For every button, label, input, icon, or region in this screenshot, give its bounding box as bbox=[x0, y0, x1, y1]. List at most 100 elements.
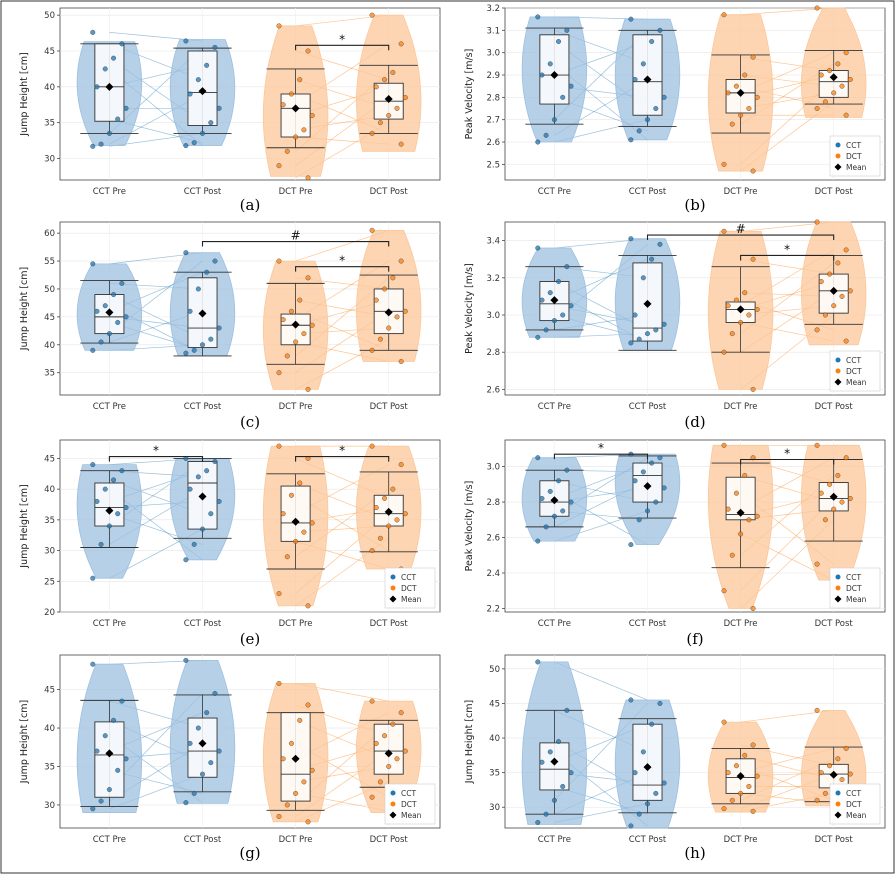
data-point bbox=[632, 770, 638, 776]
data-point bbox=[276, 591, 282, 597]
data-point bbox=[822, 517, 828, 523]
data-point bbox=[814, 442, 820, 448]
data-point bbox=[297, 297, 303, 303]
data-point bbox=[115, 511, 121, 517]
legend-label: CCT bbox=[846, 141, 861, 150]
legend-label: DCT bbox=[846, 800, 862, 809]
data-point bbox=[551, 513, 557, 519]
data-point bbox=[297, 480, 303, 486]
legend-marker bbox=[390, 801, 396, 807]
data-point bbox=[628, 697, 634, 703]
data-point bbox=[373, 297, 379, 303]
x-tick-label: CCT Pre bbox=[93, 402, 126, 412]
data-point bbox=[814, 707, 820, 713]
data-point bbox=[301, 779, 307, 785]
data-point bbox=[754, 513, 760, 519]
data-point bbox=[632, 312, 638, 318]
x-tick-label: CCT Post bbox=[184, 835, 222, 845]
data-point bbox=[119, 280, 125, 286]
y-axis-label: Peak Velocity [m/s] bbox=[464, 481, 475, 572]
data-point bbox=[284, 554, 290, 560]
data-point bbox=[831, 303, 837, 309]
y-tick-label: 3.0 bbox=[486, 311, 500, 321]
data-point bbox=[123, 756, 129, 762]
significance-label: * bbox=[153, 444, 159, 458]
legend-marker bbox=[390, 790, 396, 796]
data-point bbox=[661, 485, 667, 491]
mean-marker bbox=[736, 508, 745, 517]
data-point bbox=[90, 29, 96, 35]
data-point bbox=[839, 777, 845, 783]
data-point bbox=[818, 770, 824, 776]
data-point bbox=[123, 105, 129, 111]
data-point bbox=[645, 508, 651, 514]
legend-label: DCT bbox=[401, 800, 417, 809]
x-tick-label: DCT Pre bbox=[724, 619, 758, 629]
data-point bbox=[94, 84, 100, 90]
legend-label: Mean bbox=[401, 811, 422, 820]
data-point bbox=[377, 336, 383, 342]
data-point bbox=[382, 733, 388, 739]
data-point bbox=[288, 308, 294, 314]
data-point bbox=[814, 219, 820, 225]
data-point bbox=[738, 531, 744, 537]
data-point bbox=[377, 779, 383, 785]
data-point bbox=[568, 83, 574, 89]
data-point bbox=[657, 241, 663, 247]
data-point bbox=[640, 61, 646, 67]
data-point bbox=[535, 538, 541, 544]
legend-marker bbox=[389, 595, 397, 603]
data-point bbox=[90, 462, 96, 468]
panel-caption: (c) bbox=[240, 413, 260, 431]
data-point bbox=[208, 120, 214, 126]
data-point bbox=[187, 91, 193, 97]
y-tick-label: 55 bbox=[44, 257, 55, 267]
legend-label: DCT bbox=[401, 584, 417, 593]
data-point bbox=[729, 121, 735, 127]
x-tick-label: CCT Pre bbox=[538, 402, 571, 412]
data-point bbox=[560, 312, 566, 318]
legend-label: Mean bbox=[401, 595, 422, 604]
x-tick-label: CCT Pre bbox=[538, 187, 571, 197]
data-point bbox=[119, 468, 125, 474]
data-point bbox=[398, 462, 404, 468]
data-point bbox=[191, 790, 197, 796]
data-point bbox=[814, 561, 820, 567]
data-point bbox=[754, 773, 760, 779]
data-point bbox=[212, 258, 218, 264]
significance-bracket bbox=[295, 44, 390, 51]
data-point bbox=[649, 256, 655, 262]
data-point bbox=[721, 806, 727, 812]
box bbox=[632, 34, 663, 116]
data-point bbox=[301, 331, 307, 337]
significance-bracket bbox=[740, 458, 835, 465]
x-tick-label: CCT Post bbox=[629, 402, 667, 412]
data-point bbox=[119, 41, 125, 47]
data-point bbox=[843, 247, 849, 253]
y-tick-label: 30 bbox=[489, 803, 500, 813]
legend-label: DCT bbox=[846, 367, 862, 376]
y-tick-label: 35 bbox=[44, 369, 55, 379]
data-point bbox=[843, 745, 849, 751]
data-point bbox=[208, 760, 214, 766]
box bbox=[94, 482, 125, 527]
mean-marker bbox=[105, 506, 114, 515]
data-point bbox=[746, 106, 752, 112]
x-tick-label: DCT Pre bbox=[279, 835, 313, 845]
data-point bbox=[293, 134, 299, 140]
data-point bbox=[721, 588, 727, 594]
data-point bbox=[725, 303, 731, 309]
data-point bbox=[653, 106, 659, 112]
data-point bbox=[564, 707, 570, 713]
data-point bbox=[398, 359, 404, 365]
x-tick-label: CCT Pre bbox=[93, 619, 126, 629]
data-point bbox=[750, 742, 756, 748]
data-point bbox=[199, 526, 205, 532]
panel-caption: (e) bbox=[240, 630, 261, 648]
mean-marker bbox=[643, 75, 652, 84]
data-point bbox=[390, 486, 396, 492]
y-axis-label: Jump Height [cm] bbox=[19, 52, 30, 136]
y-axis-label: Jump Height [cm] bbox=[19, 484, 30, 568]
data-point bbox=[547, 749, 553, 755]
data-point bbox=[750, 386, 756, 392]
